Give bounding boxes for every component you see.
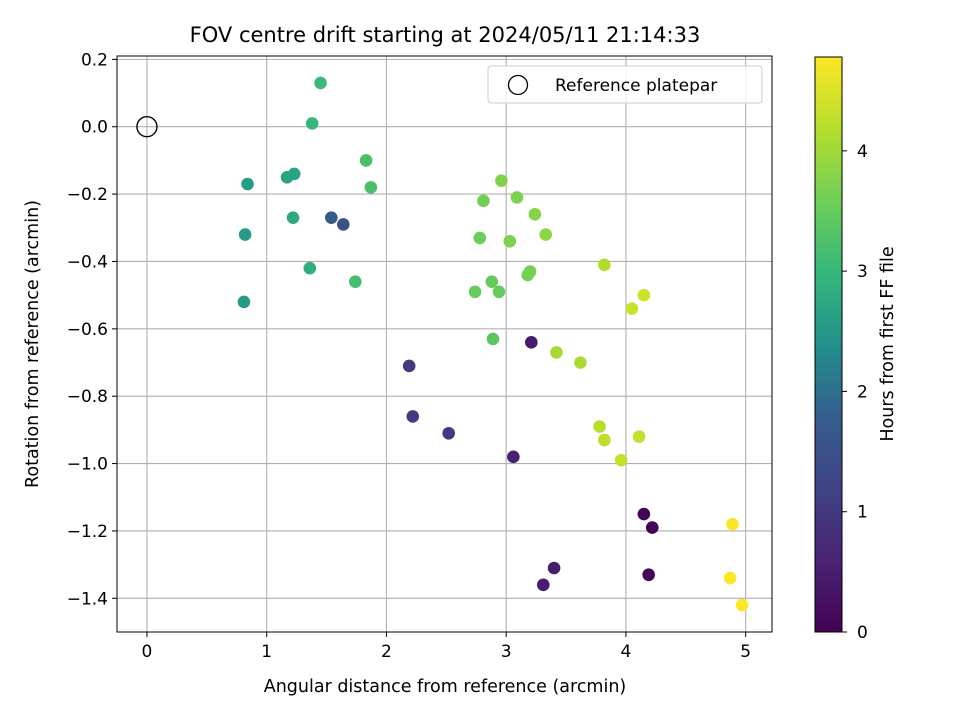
data-points <box>237 76 749 612</box>
x-tick-label: 4 <box>620 642 631 662</box>
data-point <box>632 430 646 443</box>
x-tick-label: 0 <box>142 642 153 662</box>
y-tick-label: −0.6 <box>67 320 108 340</box>
y-tick-label: −0.2 <box>67 185 108 205</box>
data-point <box>726 517 739 531</box>
data-point <box>237 295 251 309</box>
data-point <box>468 285 482 299</box>
x-tick-label: 1 <box>261 642 272 662</box>
y-tick-label: −0.8 <box>67 387 108 407</box>
data-point <box>525 336 538 349</box>
data-point <box>637 507 651 521</box>
plot-frame <box>116 55 773 633</box>
colorbar-ticks: 0 1 2 3 4 <box>842 142 868 643</box>
legend-reference-marker <box>507 74 529 96</box>
data-point <box>477 194 490 208</box>
data-point <box>593 420 606 433</box>
legend: Reference platepar <box>487 65 763 104</box>
data-point <box>325 211 338 224</box>
data-point <box>598 433 611 447</box>
y-tick-label: 0.2 <box>81 50 108 70</box>
data-point <box>625 302 639 315</box>
colorbar-tick-label: 3 <box>857 262 868 282</box>
data-point <box>238 228 252 241</box>
data-point <box>286 211 300 224</box>
data-point <box>642 568 655 582</box>
data-point <box>528 208 542 221</box>
data-point <box>314 76 327 90</box>
data-point <box>473 231 487 245</box>
data-point <box>503 234 517 248</box>
data-point <box>574 356 587 369</box>
y-tick-label: −1.2 <box>67 522 108 542</box>
colorbar-tick-label: 0 <box>857 623 868 643</box>
y-tick-label: −1.0 <box>67 455 108 475</box>
x-tick-label: 5 <box>740 642 751 662</box>
legend-box <box>487 65 763 104</box>
data-point <box>495 174 508 187</box>
x-tick-label: 3 <box>501 642 512 662</box>
y-tick-label: 0.0 <box>81 118 108 138</box>
colorbar-tick-label: 4 <box>857 142 868 162</box>
grid-lines <box>117 56 772 632</box>
data-point <box>539 228 552 241</box>
data-point <box>510 191 524 204</box>
data-point <box>241 177 254 191</box>
chart-title: FOV centre drift starting at 2024/05/11 … <box>190 23 701 47</box>
data-point <box>305 117 319 130</box>
data-point <box>735 598 749 612</box>
data-point <box>402 359 416 373</box>
data-point <box>723 571 737 585</box>
x-axis-ticks: 0 1 2 3 4 5 <box>142 632 751 662</box>
colorbar-frame <box>814 56 843 633</box>
data-point <box>637 288 651 302</box>
data-point <box>547 561 561 575</box>
data-point <box>507 450 520 464</box>
y-axis-ticks: 0.2 0.0 −0.2 −0.4 −0.6 −0.8 −1.0 −1.2 −1.4 <box>67 50 117 609</box>
data-point <box>614 453 628 467</box>
data-point <box>287 167 301 181</box>
data-point <box>337 218 350 231</box>
data-point <box>536 578 550 592</box>
reference-layer <box>136 116 158 138</box>
data-point <box>406 410 420 423</box>
data-point <box>364 181 378 194</box>
data-point <box>523 265 537 278</box>
colorbar: 0 1 2 3 4 Hours from first FF file <box>814 56 898 643</box>
data-point <box>550 346 563 359</box>
x-axis-label: Angular distance from reference (arcmin) <box>264 677 627 697</box>
data-point <box>492 285 506 299</box>
data-point <box>486 332 500 346</box>
data-point <box>442 426 455 440</box>
reference-platepar-marker <box>136 116 158 138</box>
colorbar-gradient <box>815 57 842 632</box>
legend-reference-label: Reference platepar <box>555 76 717 96</box>
y-tick-label: −1.4 <box>67 589 108 609</box>
data-point <box>348 275 362 288</box>
data-point <box>485 275 499 288</box>
colorbar-label: Hours from first FF file <box>878 246 898 441</box>
data-point <box>645 521 659 534</box>
data-point <box>303 261 317 275</box>
y-tick-label: −0.4 <box>67 252 108 272</box>
colorbar-tick-label: 2 <box>857 382 868 402</box>
y-axis-label: Rotation from reference (arcmin) <box>23 200 43 488</box>
colorbar-tick-label: 1 <box>857 503 868 523</box>
data-point <box>359 154 373 167</box>
x-tick-label: 2 <box>381 642 392 662</box>
data-point <box>598 258 611 272</box>
